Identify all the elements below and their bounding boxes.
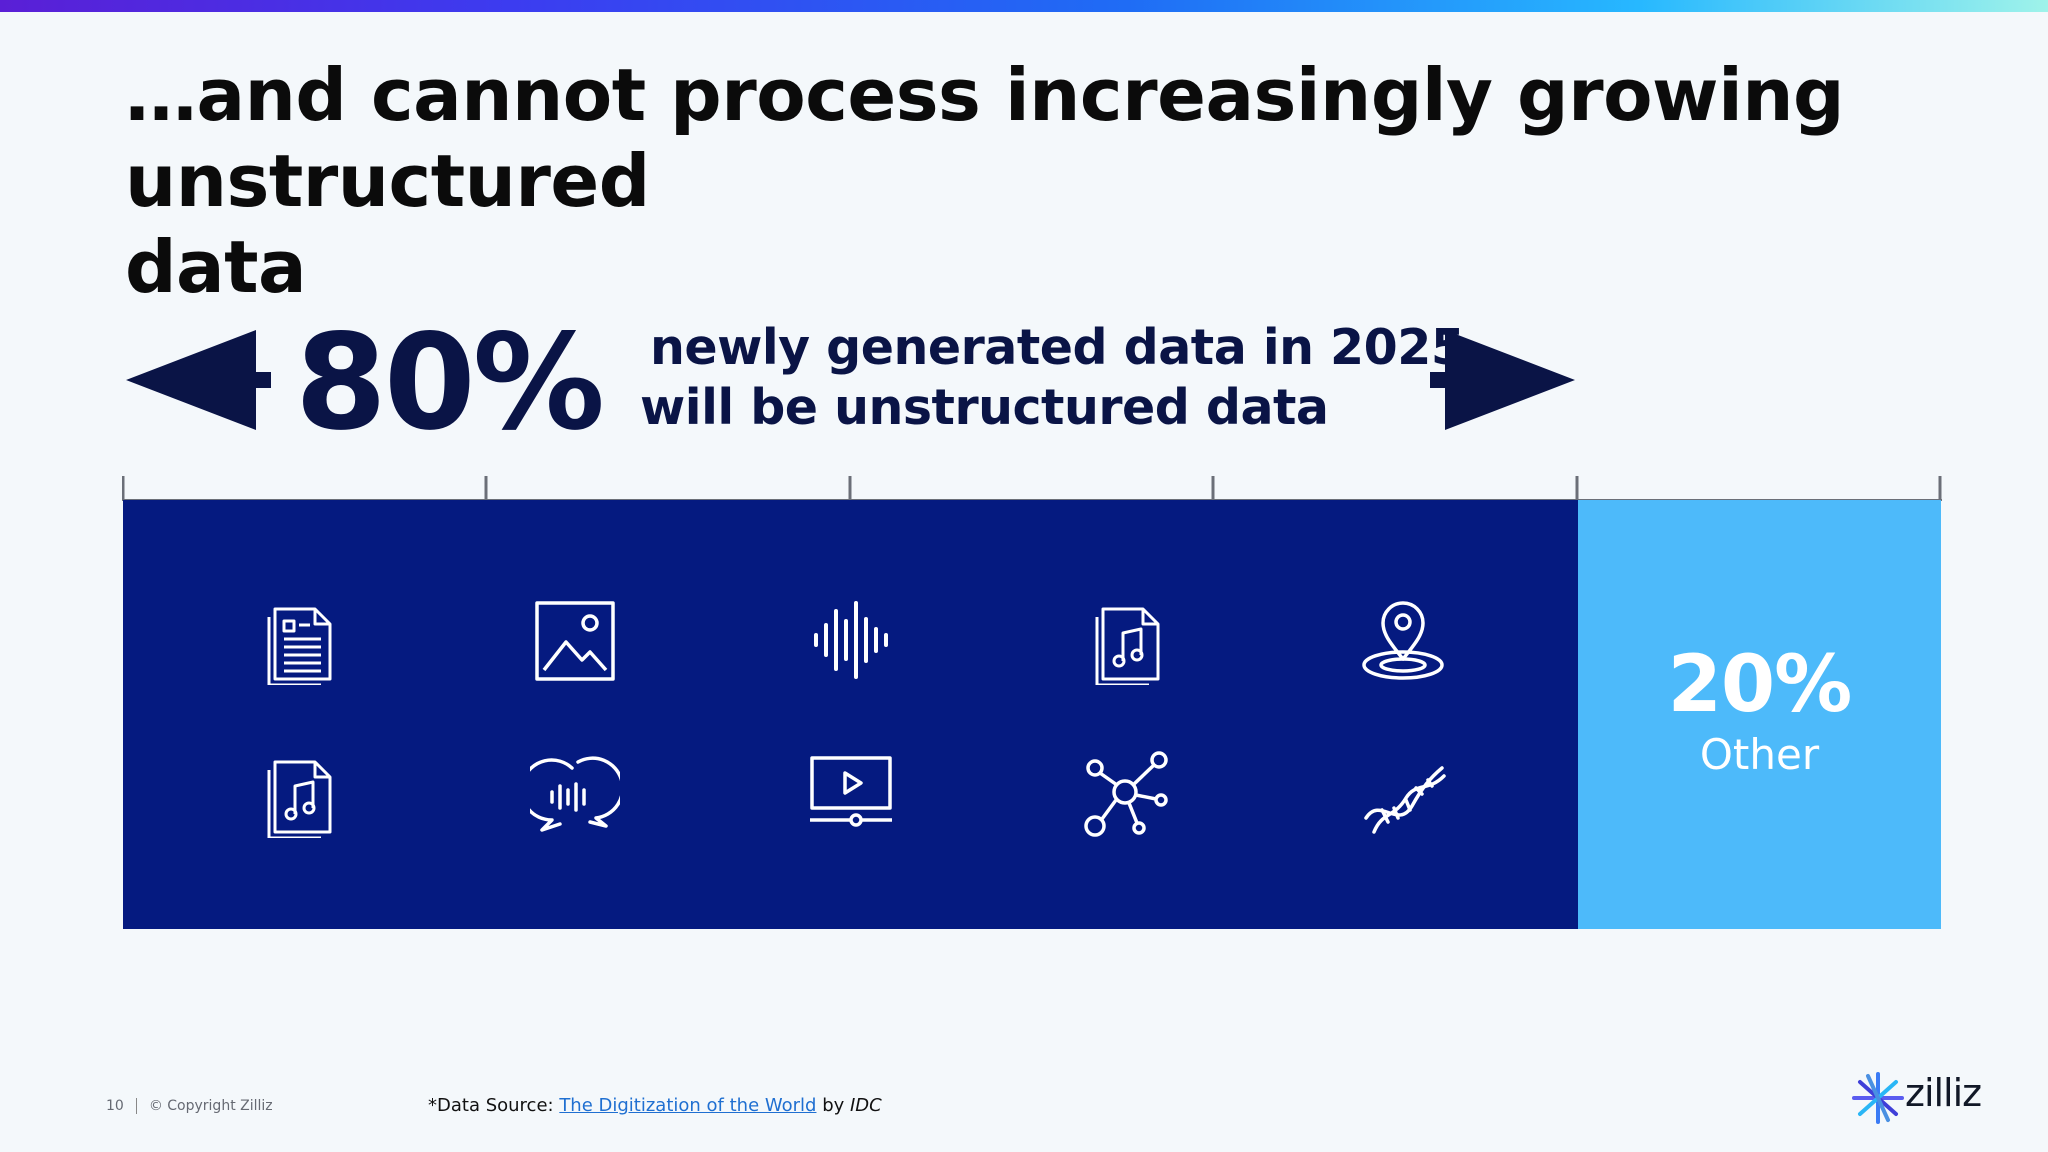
page-number: 10 [106, 1098, 124, 1114]
other-percent: 20% [1667, 640, 1853, 730]
unstructured-data-bar [123, 500, 1578, 929]
other-data-bar: 20% Other [1578, 500, 1941, 929]
unstructured-percent: 80% [295, 306, 605, 460]
headline-line-2: will be unstructured data [640, 379, 1329, 436]
zilliz-logo-text: zilliz [1905, 1071, 1982, 1115]
headline-line-1: newly generated data in 2025 [650, 319, 1465, 376]
top-gradient-bar [0, 0, 2048, 12]
text-document-icon [255, 595, 345, 685]
music-file-icon [255, 748, 345, 838]
source-by: by [816, 1095, 850, 1116]
audio-waveform-icon [806, 595, 896, 685]
music-file-icon [1083, 595, 1173, 685]
network-graph-icon [1083, 748, 1173, 838]
image-icon [530, 595, 620, 685]
source-link[interactable]: The Digitization of the World [559, 1095, 817, 1116]
source-prefix: *Data Source: [428, 1095, 560, 1116]
other-label: Other [1699, 730, 1820, 779]
slide-title: …and cannot process increasingly growing… [125, 53, 1845, 309]
footer-divider [135, 1098, 137, 1114]
data-source: *Data Source: The Digitization of the Wo… [428, 1095, 882, 1116]
zilliz-logo-icon [1852, 1072, 1904, 1124]
video-player-icon [806, 748, 896, 838]
location-pin-icon [1358, 595, 1448, 685]
footer-left: 10 © Copyright Zilliz [106, 1098, 273, 1114]
voice-chat-icon [530, 748, 620, 838]
dna-icon [1358, 748, 1448, 838]
copyright: © Copyright Zilliz [148, 1098, 273, 1114]
source-org: IDC [850, 1095, 882, 1116]
left-arrow-icon [126, 330, 271, 430]
right-arrow-icon [1430, 330, 1575, 430]
headline: 80% newly generated data in 2025 will be… [120, 308, 1600, 458]
